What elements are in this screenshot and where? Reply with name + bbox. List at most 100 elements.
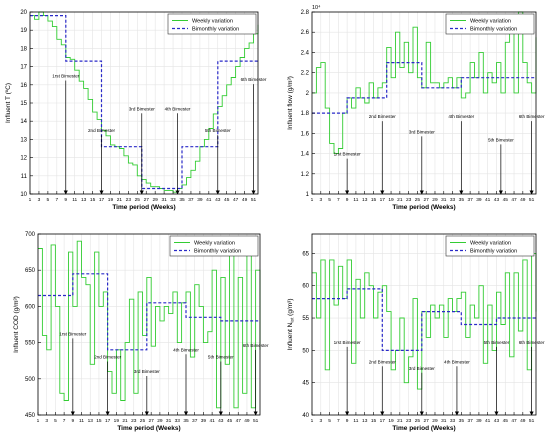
legend-entry: Weekly variation xyxy=(470,19,511,25)
x-tick-label: 33 xyxy=(450,197,456,203)
annotation-label: 1rst Bimester xyxy=(52,74,80,79)
x-tick-label: 25 xyxy=(415,418,421,424)
bimonthly-series-line xyxy=(312,288,536,351)
x-tick-label: 35 xyxy=(459,418,465,424)
x-tick-label: 21 xyxy=(117,197,123,203)
plot-area xyxy=(312,12,536,194)
x-tick-label: 41 xyxy=(485,197,491,203)
x-tick-label: 9 xyxy=(346,197,349,203)
x-tick-label: 35 xyxy=(459,197,465,203)
x-tick-label: 27 xyxy=(424,418,430,424)
x-tick-label: 19 xyxy=(388,197,394,203)
x-tick-label: 17 xyxy=(105,418,111,424)
x-tick-label: 29 xyxy=(432,418,438,424)
y-tick-label: 13 xyxy=(20,137,27,143)
x-tick-label: 45 xyxy=(227,418,233,424)
annotation-label: 4th Bimester xyxy=(444,359,470,364)
annotation-label: 1rst Bimester xyxy=(59,331,87,336)
y-tick-label: 10 xyxy=(20,192,27,198)
x-tick-label: 47 xyxy=(236,418,242,424)
y-tick-label: 700 xyxy=(25,232,36,238)
x-tick-label: 41 xyxy=(485,418,491,424)
y-axis-label: Influent COD (g/m³) xyxy=(13,296,20,353)
x-tick-label: 9 xyxy=(71,418,74,424)
annotation-label: 2nd Bimester xyxy=(369,359,397,364)
legend-box xyxy=(169,235,259,257)
x-tick-label: 15 xyxy=(371,418,377,424)
x-tick-label: 5 xyxy=(54,418,57,424)
annotation-label: 6th Bimester xyxy=(519,114,545,119)
y-axis-label-unit: (g/m³) xyxy=(287,299,294,318)
legend: Weekly variation Bimonthly variation xyxy=(167,13,257,35)
x-tick-label: 7 xyxy=(63,418,66,424)
x-tick-label: 51 xyxy=(529,418,535,424)
x-tick-label: 25 xyxy=(135,197,141,203)
x-tick-label: 17 xyxy=(99,197,105,203)
y-tick-label: 55 xyxy=(302,316,309,322)
x-tick-label: 5 xyxy=(47,197,50,203)
x-tick-label: 37 xyxy=(467,197,473,203)
annotation-label: 4th Bimester xyxy=(448,114,474,119)
x-tick-label: 47 xyxy=(511,418,517,424)
x-tick-label: 5 xyxy=(328,418,331,424)
x-tick-label: 7 xyxy=(55,197,58,203)
x-tick-label: 33 xyxy=(170,197,176,203)
y-axis-label-text: Influent T (ºC) xyxy=(5,83,12,123)
y-tick-label: 2 xyxy=(306,91,310,97)
x-tick-label: 1 xyxy=(311,197,314,203)
x-tick-label: 49 xyxy=(244,418,250,424)
x-tick-label: 1 xyxy=(311,418,314,424)
annotation-label: 6th Bimester xyxy=(519,340,545,345)
y-tick-label: 1.6 xyxy=(301,131,310,137)
y-axis-label-text: Influent flow (g/m³) xyxy=(287,76,294,130)
y-tick-label: 1.8 xyxy=(301,111,310,117)
x-tick-label: 39 xyxy=(476,418,482,424)
x-tick-label: 27 xyxy=(144,197,150,203)
y-tick-label: 1 xyxy=(306,192,310,198)
x-tick-label: 19 xyxy=(388,418,394,424)
y-tick-label: 17 xyxy=(20,65,27,71)
y-tick-label: 18 xyxy=(20,46,27,52)
x-tick-label: 39 xyxy=(201,418,207,424)
y-tick-label: 2.2 xyxy=(301,71,310,77)
chart-2: 1rst Bimester 2nd Bimester 3rd Bimester 4th… xyxy=(287,4,545,211)
x-axis-label: Time period (Weeks) xyxy=(112,204,175,211)
annotation-label: 4th Bimester xyxy=(165,106,191,111)
weekly-series-line xyxy=(38,240,261,409)
legend-box xyxy=(445,235,535,257)
y-tick-label: 600 xyxy=(25,304,36,310)
y-tick-label: 65 xyxy=(302,251,309,257)
y-tick-label: 1.4 xyxy=(301,152,310,158)
x-tick-label: 9 xyxy=(346,418,349,424)
x-tick-label: 23 xyxy=(126,197,132,203)
x-tick-label: 11 xyxy=(79,418,84,424)
x-tick-label: 41 xyxy=(209,418,215,424)
x-tick-label: 37 xyxy=(467,418,473,424)
y-tick-label: 60 xyxy=(302,284,309,290)
y-tick-label: 2.6 xyxy=(301,30,310,36)
x-tick-label: 3 xyxy=(38,197,41,203)
x-axis-label: Time period (Weeks) xyxy=(392,425,455,432)
legend: Weekly variation Bimonthly variation xyxy=(445,235,535,257)
x-tick-label: 29 xyxy=(153,197,159,203)
y-tick-label: 12 xyxy=(20,156,27,162)
y-tick-label: 450 xyxy=(25,413,36,419)
x-tick-label: 17 xyxy=(380,197,386,203)
x-tick-label: 35 xyxy=(179,197,185,203)
x-tick-label: 3 xyxy=(319,418,322,424)
annotation-label: 1rst Bimester xyxy=(334,152,362,157)
y-tick-label: 20 xyxy=(20,10,27,16)
annotation-label: 2nd Bimester xyxy=(88,128,116,133)
x-tick-label: 33 xyxy=(175,418,181,424)
annotation-label: 5th Bimester xyxy=(484,340,510,345)
y-axis-label: Influent flow (g/m³) xyxy=(287,76,294,130)
x-tick-label: 49 xyxy=(520,197,526,203)
x-tick-label: 15 xyxy=(96,418,102,424)
x-tick-label: 45 xyxy=(503,197,509,203)
x-tick-label: 33 xyxy=(450,418,456,424)
x-tick-label: 31 xyxy=(161,197,167,203)
x-tick-label: 19 xyxy=(108,197,114,203)
x-tick-label: 11 xyxy=(353,418,358,424)
